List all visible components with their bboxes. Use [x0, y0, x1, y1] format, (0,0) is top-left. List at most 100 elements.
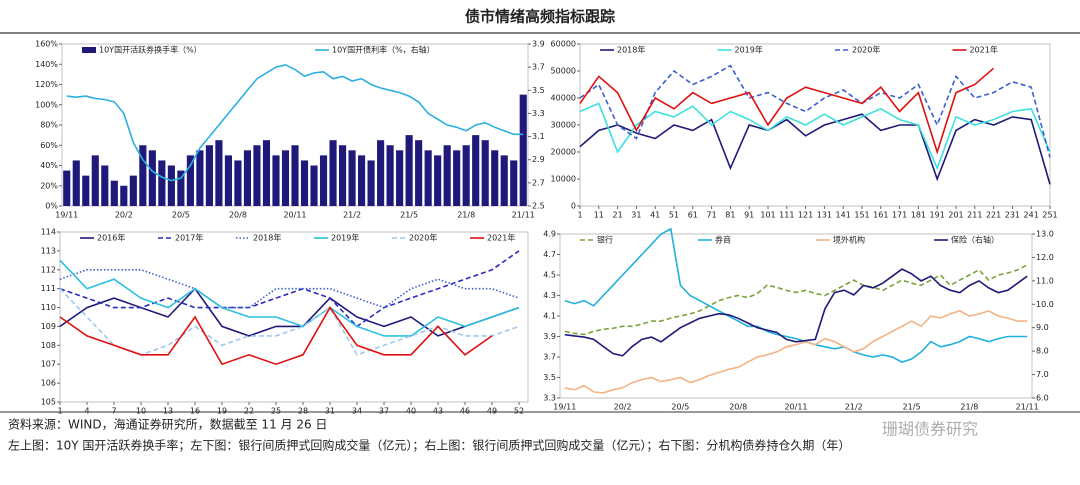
bar [186, 155, 194, 206]
y2-tick-label: 6.0 [1036, 394, 1049, 403]
y-tick-label: 100% [35, 100, 58, 109]
x-tick-label: 37 [379, 407, 389, 416]
bar [215, 140, 223, 206]
x-tick-label: 231 [1005, 211, 1020, 220]
legend-label: 2020年 [852, 45, 880, 55]
legend-swatch [82, 47, 96, 53]
x-tick-label: 51 [669, 211, 679, 220]
x-tick-label: 49 [487, 407, 497, 416]
bar [358, 155, 366, 206]
x-tick-label: 20/2 [115, 211, 133, 220]
bar [281, 150, 290, 206]
x-tick-label: 19/11 [55, 211, 78, 220]
x-tick-label: 131 [817, 211, 832, 220]
y-tick-label: 4.5 [543, 271, 556, 280]
x-tick-label: 19/11 [553, 403, 576, 412]
bar [177, 170, 185, 206]
bar [234, 160, 242, 206]
y-tick-label: 40000 [551, 94, 576, 103]
legend-label: 2021年 [970, 45, 998, 55]
x-tick-label: 31 [631, 211, 641, 220]
x-tick-label: 201 [948, 211, 963, 220]
line-series [579, 67, 995, 155]
x-tick-label: 20/2 [614, 403, 632, 412]
legend-label: 10Y国开活跃券换手率（%） [99, 45, 202, 55]
y2-tick-label: 3.1 [532, 132, 545, 141]
legend-label: 银行 [597, 235, 613, 245]
legend-label: 2016年 [97, 233, 125, 243]
x-tick-label: 10 [136, 407, 146, 416]
bar [129, 175, 137, 206]
source-line: 资料来源：WIND，海通证券研究所，数据截至 11 月 26 日 [8, 417, 327, 432]
x-tick-label: 1 [577, 211, 582, 220]
x-tick-label: 28 [298, 407, 308, 416]
bar [472, 135, 480, 206]
bar [91, 155, 99, 206]
x-tick-label: 151 [854, 211, 869, 220]
x-tick-label: 141 [836, 211, 851, 220]
y-tick-label: 113 [41, 246, 56, 255]
bar [510, 160, 518, 206]
x-tick-label: 20/5 [671, 403, 689, 412]
x-tick-label: 21/5 [903, 403, 921, 412]
x-tick-label: 11 [594, 211, 604, 220]
x-tick-label: 22 [244, 407, 254, 416]
y-tick-label: 20000 [551, 148, 576, 157]
x-tick-label: 191 [930, 211, 945, 220]
bar [253, 145, 261, 206]
bar [148, 150, 156, 206]
x-tick-label: 52 [514, 407, 524, 416]
legend-label: 2021年 [487, 233, 515, 243]
x-tick-label: 21/2 [343, 211, 361, 220]
x-tick-label: 34 [352, 407, 362, 416]
y-tick-label: 4.9 [543, 230, 556, 239]
line-series [579, 113, 1051, 185]
y2-tick-label: 9.0 [1036, 323, 1049, 332]
x-tick-label: 221 [986, 211, 1001, 220]
page-title: 债市情绪高频指标跟踪 [465, 8, 615, 26]
x-tick-label: 21/11 [512, 211, 535, 220]
bar [72, 160, 80, 206]
x-tick-label: 16 [190, 407, 200, 416]
x-tick-label: 43 [433, 407, 443, 416]
y2-tick-label: 2.7 [532, 178, 545, 187]
y-tick-label: 4.3 [543, 291, 556, 300]
bar [101, 165, 109, 206]
bar [348, 150, 356, 206]
bar [415, 140, 423, 206]
x-tick-label: 13 [163, 407, 173, 416]
legend-label: 2020年 [409, 233, 437, 243]
x-tick-label: 61 [688, 211, 698, 220]
x-tick-label: 91 [744, 211, 754, 220]
legend-label: 2018年 [617, 45, 645, 55]
bar [205, 145, 213, 206]
legend-label: 2017年 [175, 233, 203, 243]
y-tick-label: 110 [41, 303, 56, 312]
x-tick-label: 71 [707, 211, 717, 220]
y-tick-label: 0 [571, 202, 576, 211]
y-tick-label: 114 [41, 228, 56, 237]
y2-tick-label: 3.9 [532, 40, 545, 49]
bar [462, 145, 470, 206]
bar [377, 140, 385, 206]
y-tick-label: 3.7 [543, 353, 556, 362]
line-series [59, 306, 493, 366]
bar [424, 150, 432, 206]
x-tick-label: 20/11 [784, 403, 807, 412]
bar [110, 180, 118, 206]
x-tick-label: 21/11 [1016, 403, 1039, 412]
x-tick-label: 21 [613, 211, 623, 220]
y2-tick-label: 11.0 [1036, 276, 1054, 285]
y2-tick-label: 8.0 [1036, 347, 1049, 356]
bar [196, 150, 204, 206]
line-series [564, 264, 1028, 336]
x-tick-label: 20/8 [729, 403, 747, 412]
bar [367, 160, 375, 206]
x-tick-label: 41 [650, 211, 660, 220]
bar [300, 160, 309, 206]
x-tick-label: 40 [406, 407, 416, 416]
y2-tick-label: 3.3 [532, 109, 545, 118]
bar [82, 175, 90, 206]
